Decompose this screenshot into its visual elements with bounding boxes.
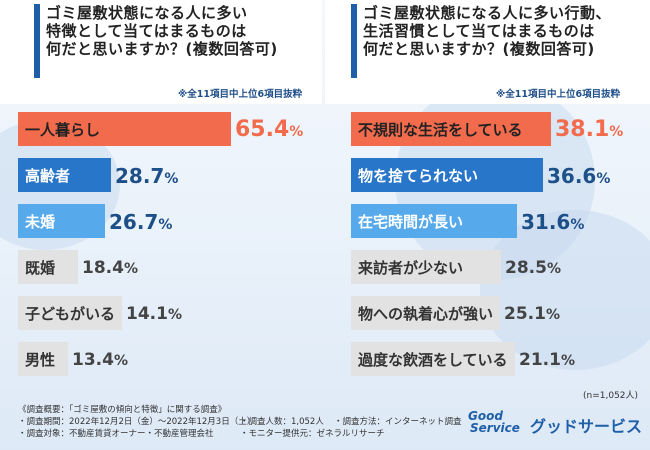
bar: 来訪者が少ない [351,250,501,284]
bar-value-number: 13.4 [72,350,114,370]
bar-value-label: 28.7% [115,161,178,194]
bar-value-number: 36.6 [547,164,597,188]
bar-value-unit: % [609,124,624,140]
bar-row: 子どもがいる 14.1% [18,296,320,330]
bar-value-label: 28.5% [505,253,561,284]
bar-value-unit: % [289,124,304,140]
bar: 未婚 [18,204,105,238]
right-title-line: 何だと思いますか？(複数回答可) [363,40,595,58]
bar-value-label: 65.4% [235,115,303,147]
bar-value-label: 36.6% [547,161,610,194]
bar-value-number: 28.7 [115,164,165,188]
bar-category-label: 一人暮らし [25,120,101,139]
bar: 一人暮らし [18,112,231,146]
bar-category-label: 不規則な生活をしている [358,120,523,139]
left-title-line: ゴミ屋敷状態になる人に多い [46,4,248,22]
bar-value-label: 31.6% [521,207,584,240]
logo-text: Service [470,421,520,435]
bar: 過度な飲酒をしている [351,342,515,376]
bar: 物への執着心が強い [351,296,500,330]
bar: 男性 [18,342,68,376]
left-question-accent [34,4,40,78]
bar-category-label: 来訪者が少ない [358,258,464,277]
left-question-title: ゴミ屋敷状態になる人に多い 特徴として当てはまるものは 何だと思いますか？(複数… [46,4,278,58]
right-question-card: ゴミ屋敷状態になる人に多い行動、 生活習慣として当てはまるものは 何だと思います… [325,0,650,104]
left-note: ※全11項目中上位6項目抜粋 [178,89,303,100]
bar: 子どもがいる [18,296,122,330]
bar-value-unit: % [158,217,173,233]
bar-row: 一人暮らし 65.4% [18,112,320,146]
bar-value-number: 21.1 [519,350,561,370]
left-title-line: 特徴として当てはまるものは [46,22,247,40]
bar-value-unit: % [545,307,560,323]
right-bar-chart: 不規則な生活をしている 38.1% 物を捨てられない 36.6% 在宅時間が長い 31.6… [351,112,641,382]
logo-text: Good [468,409,503,423]
bar-category-label: 子どもがいる [25,304,116,323]
footer-line: ・調査期間：2022年12月2日（金）〜2022年12月3日（土） [18,417,256,427]
bar-row: 男性 13.4% [18,342,320,376]
bar-value-unit: % [596,171,611,187]
bar-value-unit: % [167,307,182,323]
footer-line: 《調査概要：「ゴミ屋敷の傾向と特徴」に関する調査》 [18,405,227,415]
bar-category-label: 既婚 [25,258,56,277]
bar-value-unit: % [546,261,561,277]
bar-row: 不規則な生活をしている 38.1% [351,112,641,146]
left-bar-chart: 一人暮らし 65.4% 高齢者 28.7% 未婚 26.7% 既婚 18.4% 子どもがいる 14… [18,112,320,382]
bar-category-label: 物を捨てられない [358,166,479,185]
bar-value-unit: % [113,353,128,369]
bar-value-label: 26.7% [109,207,172,240]
right-question-accent [351,4,357,78]
bar-value-number: 65.4 [235,117,290,142]
bar-value-number: 25.1 [504,304,546,324]
bar-value-unit: % [164,171,179,187]
bar: 高齢者 [18,158,112,192]
bar-row: 来訪者が少ない 28.5% [351,250,641,284]
bar: 不規則な生活をしている [351,112,551,146]
bar: 物を捨てられない [351,158,544,192]
bar-row: 未婚 26.7% [18,204,320,238]
right-note: ※全11項目中上位6項目抜粋 [496,89,621,100]
bar-value-number: 18.4 [82,258,124,278]
bar-row: 在宅時間が長い 31.6% [351,204,641,238]
right-question-title: ゴミ屋敷状態になる人に多い行動、 生活習慣として当てはまるものは 何だと思います… [363,4,611,58]
bar-value-label: 14.1% [126,299,182,330]
logo-name: グッドサービス [530,417,643,436]
bar-row: 物への執着心が強い 25.1% [351,296,641,330]
bar-category-label: 高齢者 [25,166,71,185]
bar-value-number: 38.1 [555,117,610,142]
bar-row: 過度な飲酒をしている 21.1% [351,342,641,376]
bar-category-label: 物への執着心が強い [358,304,494,323]
bar-category-label: 男性 [25,350,56,369]
bar-row: 既婚 18.4% [18,250,320,284]
left-question-card: ゴミ屋敷状態になる人に多い 特徴として当てはまるものは 何だと思いますか？(複数… [0,0,322,104]
survey-footer: 《調査概要：「ゴミ屋敷の傾向と特徴」に関する調査》 ・調査期間：2022年12月… [18,404,462,440]
bar-row: 物を捨てられない 36.6% [351,158,641,192]
bar-value-label: 21.1% [519,345,575,376]
footer-line: ・調査方法：インターネット調査 [334,417,462,427]
bar-category-label: 過度な飲酒をしている [358,350,508,369]
bar-value-number: 28.5 [505,258,547,278]
right-title-line: 生活習慣として当てはまるものは [363,22,595,40]
bar-value-number: 14.1 [126,304,168,324]
bar-value-number: 31.6 [521,210,571,234]
bar-category-label: 在宅時間が長い [358,212,464,231]
right-title-line: ゴミ屋敷状態になる人に多い行動、 [363,4,612,22]
bar-category-label: 未婚 [25,212,56,231]
bar-value-label: 13.4% [72,345,128,376]
bar-value-unit: % [570,217,585,233]
sample-size: (n=1,052人) [583,391,639,401]
left-title-line: 何だと思いますか？(複数回答可) [46,40,278,58]
bar-row: 高齢者 28.7% [18,158,320,192]
footer-line: ・調査人数：1,052人 [240,417,324,427]
bar: 既婚 [18,250,78,284]
bar-value-label: 25.1% [504,299,560,330]
bar-value-unit: % [123,261,138,277]
footer-line: ・モニター提供元：ゼネラルリサーチ [240,429,385,439]
bar-value-label: 38.1% [555,115,623,147]
bar: 在宅時間が長い [351,204,517,238]
bar-value-label: 18.4% [82,253,138,284]
bar-value-unit: % [560,353,575,369]
footer-line: ・調査対象：不動産賃貸オーナー・不動産管理会社 [18,429,214,439]
bar-value-number: 26.7 [109,210,159,234]
